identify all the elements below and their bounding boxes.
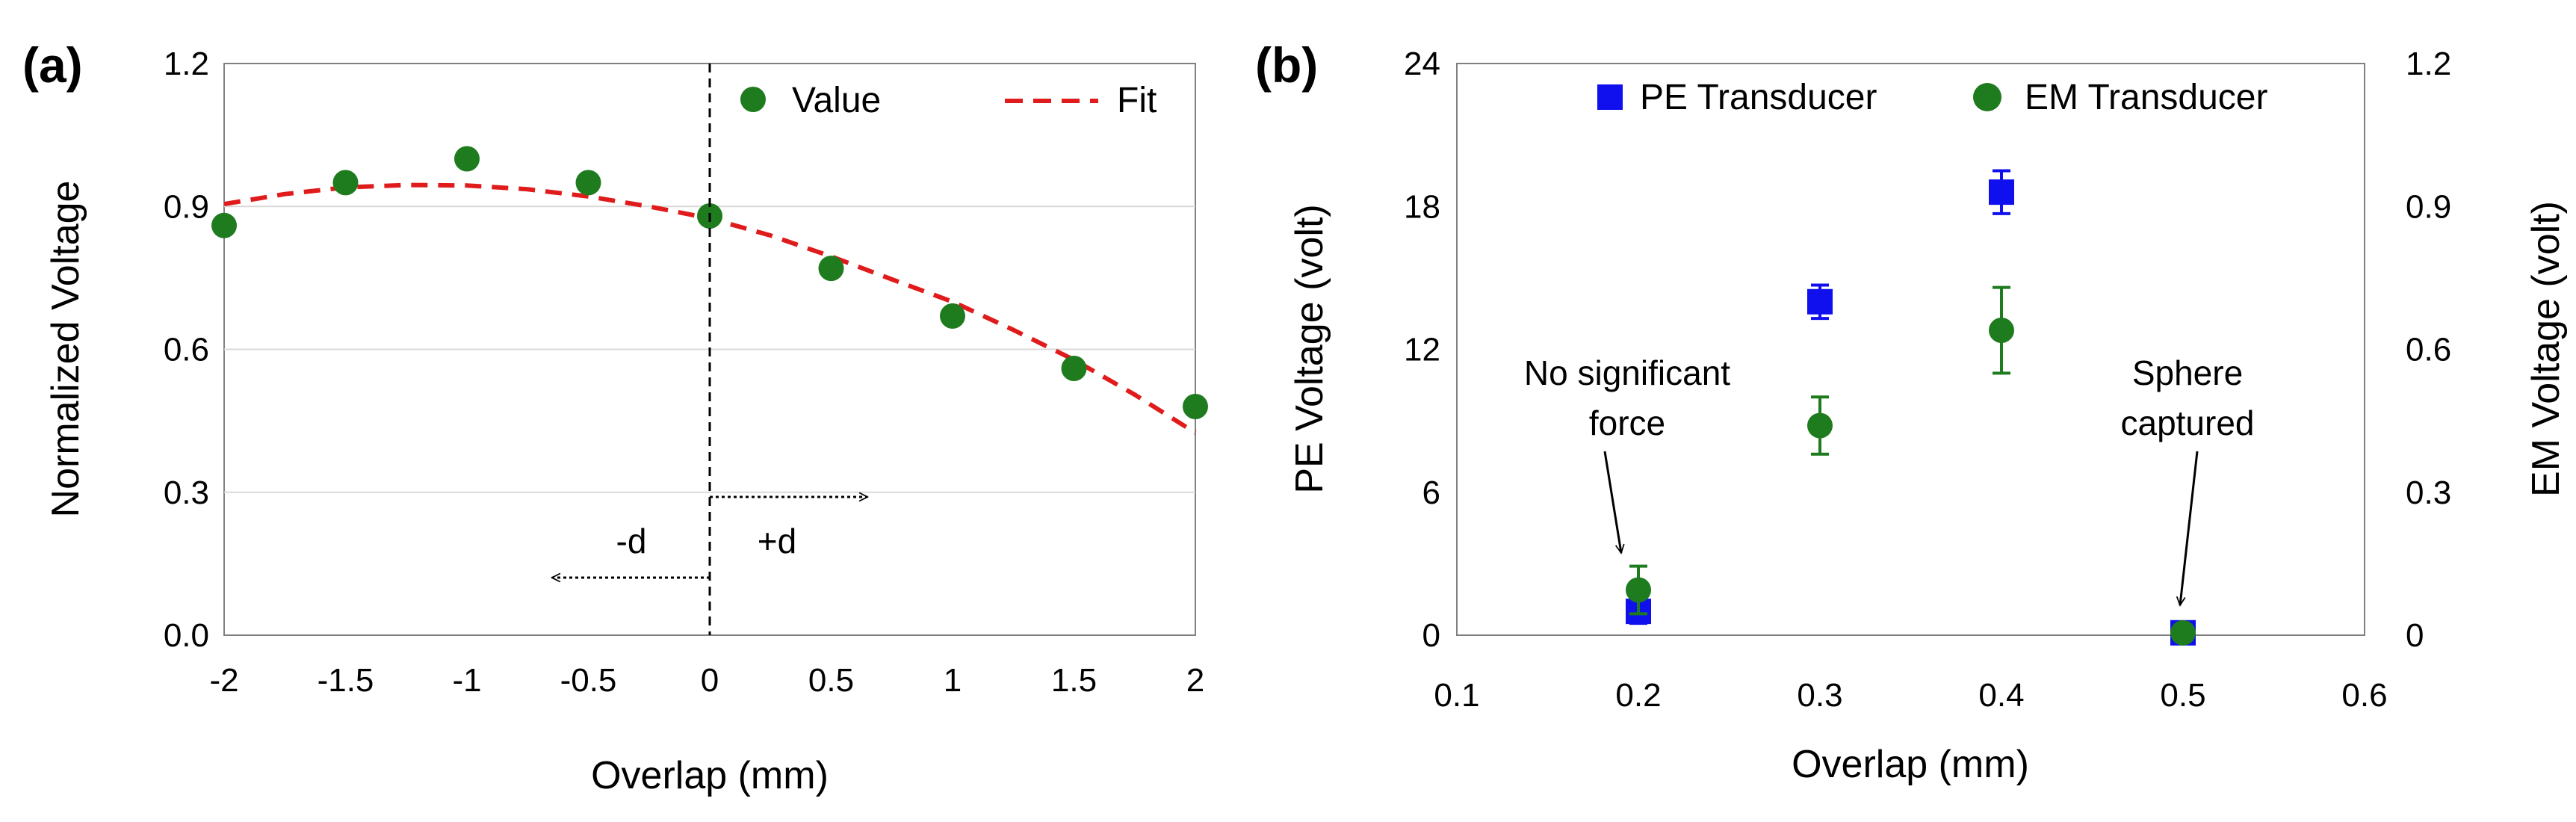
panel-b-left-y-tick-label: 6 [1422, 475, 1440, 511]
panel-a-label: (a) [22, 37, 83, 93]
em-point [1989, 318, 2014, 343]
panel-b-right-y-tick-label: 0 [2406, 617, 2424, 654]
value-point [1183, 394, 1208, 419]
legend-em-label: EM Transducer [2025, 78, 2267, 117]
panel-b-right-y-tick-label: 0.3 [2406, 475, 2451, 511]
panel-b-left-y-axis-label: PE Voltage (volt) [1288, 204, 1331, 493]
value-point [332, 170, 359, 196]
legend-pe-marker [1597, 84, 1623, 110]
annotation-captured-arrow [2180, 451, 2199, 605]
plus-d-label: +d [758, 522, 796, 560]
legend-fit-label: Fit [1117, 81, 1157, 120]
value-point [818, 256, 844, 282]
pe-point [1807, 288, 1833, 315]
panel-a: (a) 0.0 0.3 0.6 0.9 1.2 -2 -1.5 -1 -0.5 0 0.5 1 1.5 2… [22, 37, 1208, 797]
em-point [1807, 412, 1833, 439]
legend-value-marker [740, 87, 766, 112]
panel-a-y-tick-label: 1.2 [164, 46, 209, 82]
legend-pe-label: PE Transducer [1640, 78, 1877, 117]
em-point [1626, 577, 1651, 603]
panel-a-x-tick-label: -1.5 [318, 662, 374, 699]
panel-b-x-tick-label: 0.5 [2160, 677, 2205, 714]
panel-b-right-y-tick-label: 0.9 [2406, 188, 2451, 225]
panel-b-left-y-tick-label: 12 [1404, 332, 1440, 368]
em-point [2170, 619, 2196, 646]
panel-a-x-tick-label: 2 [1186, 662, 1204, 699]
panel-a-y-tick-label: 0.6 [164, 332, 209, 368]
annotation-no-force-arrow [1603, 451, 1621, 553]
panel-a-x-tick-label: 1.5 [1051, 662, 1097, 699]
panel-b-right-y-axis-label: EM Voltage (volt) [2524, 201, 2568, 497]
panel-b-label: (b) [1255, 37, 1318, 93]
panel-a-x-tick-label: 0.5 [808, 662, 854, 699]
panel-b-x-tick-label: 0.6 [2341, 677, 2387, 714]
panel-b-plot-area [1456, 63, 2365, 636]
panel-b-x-axis-label: Overlap (mm) [1792, 743, 2029, 786]
panel-a-tick-labels: 0.0 0.3 0.6 0.9 1.2 -2 -1.5 -1 -0.5 0 0.5 1 1.5 2 [164, 46, 1204, 699]
value-point [1061, 356, 1087, 381]
panel-b-left-y-tick-label: 24 [1404, 46, 1440, 82]
panel-b-left-y-tick-label: 0 [1422, 617, 1440, 654]
value-point [211, 212, 237, 238]
panel-b-x-tick-label: 0.1 [1434, 677, 1479, 714]
panel-a-y-axis-label: Normalized Voltage [44, 181, 87, 518]
panel-a-x-tick-label: -0.5 [560, 662, 617, 699]
annotation-no-force-line1: No significant [1524, 353, 1730, 392]
pe-point [1989, 179, 2014, 206]
value-point [575, 170, 601, 196]
legend-value-label: Value [792, 81, 881, 120]
panel-b: (b) 0 6 12 18 24 0 0.3 0.6 0.9 1.2 0.1 0.2 0.3 0.4 0.5… [1255, 37, 2568, 786]
value-point [454, 146, 480, 172]
annotation-captured-line2: captured [2120, 404, 2254, 442]
panel-b-x-tick-label: 0.4 [1978, 677, 2024, 714]
minus-d-label: -d [616, 522, 647, 560]
panel-a-x-tick-label: 0 [701, 662, 719, 699]
panel-b-x-tick-label: 0.3 [1797, 677, 1842, 714]
panel-a-y-tick-label: 0.0 [164, 617, 209, 654]
panel-b-x-tick-label: 0.2 [1615, 677, 1661, 714]
panel-b-points [1626, 169, 2196, 646]
panel-a-x-tick-label: -2 [209, 662, 238, 699]
panel-a-x-tick-label: -1 [452, 662, 481, 699]
panel-b-right-y-tick-label: 0.6 [2406, 332, 2451, 368]
panel-a-points [211, 146, 1208, 419]
panel-a-x-axis-label: Overlap (mm) [591, 754, 829, 797]
panel-b-right-y-tick-label: 1.2 [2406, 46, 2451, 82]
panel-a-y-tick-label: 0.9 [164, 188, 209, 225]
panel-a-y-tick-label: 0.3 [164, 475, 209, 511]
panel-a-x-tick-label: 1 [944, 662, 962, 699]
annotation-no-force-line2: force [1589, 404, 1665, 442]
legend-em-marker [1973, 83, 2001, 111]
annotation-captured-line1: Sphere [2132, 353, 2243, 392]
panel-b-left-y-tick-label: 18 [1404, 188, 1440, 225]
value-point [940, 303, 965, 329]
panel-b-tick-labels: 0 6 12 18 24 0 0.3 0.6 0.9 1.2 0.1 0.2 0.3 0.4 0.5 0.6 [1404, 46, 2451, 714]
